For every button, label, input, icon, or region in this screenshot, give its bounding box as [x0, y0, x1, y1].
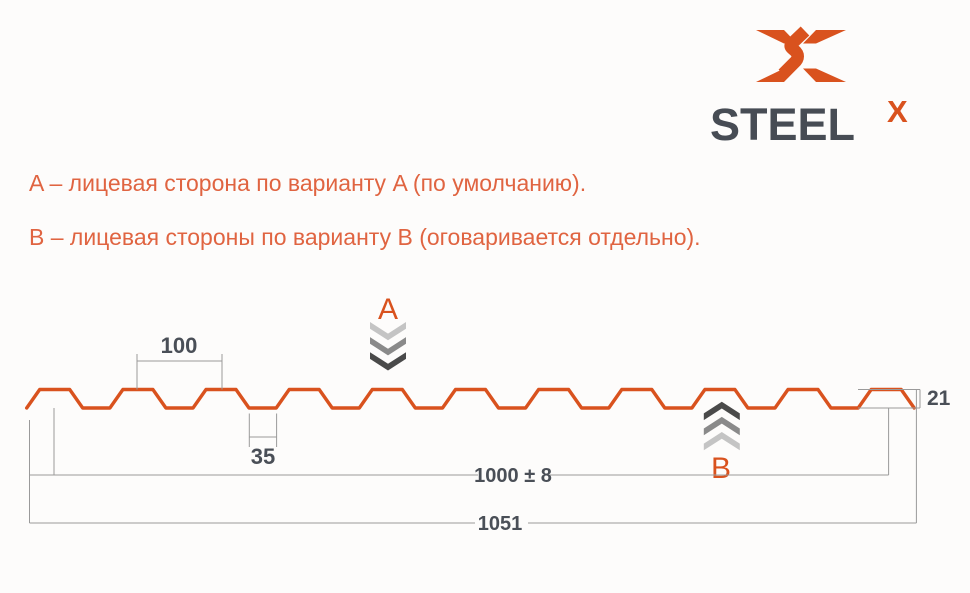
svg-text:35: 35 [251, 444, 275, 469]
svg-text:100: 100 [161, 333, 198, 358]
svg-text:21: 21 [927, 387, 951, 410]
svg-text:B: B [711, 452, 731, 485]
svg-text:A: A [378, 293, 398, 326]
svg-text:1000 ± 8: 1000 ± 8 [474, 465, 552, 487]
svg-text:1051: 1051 [478, 513, 523, 535]
